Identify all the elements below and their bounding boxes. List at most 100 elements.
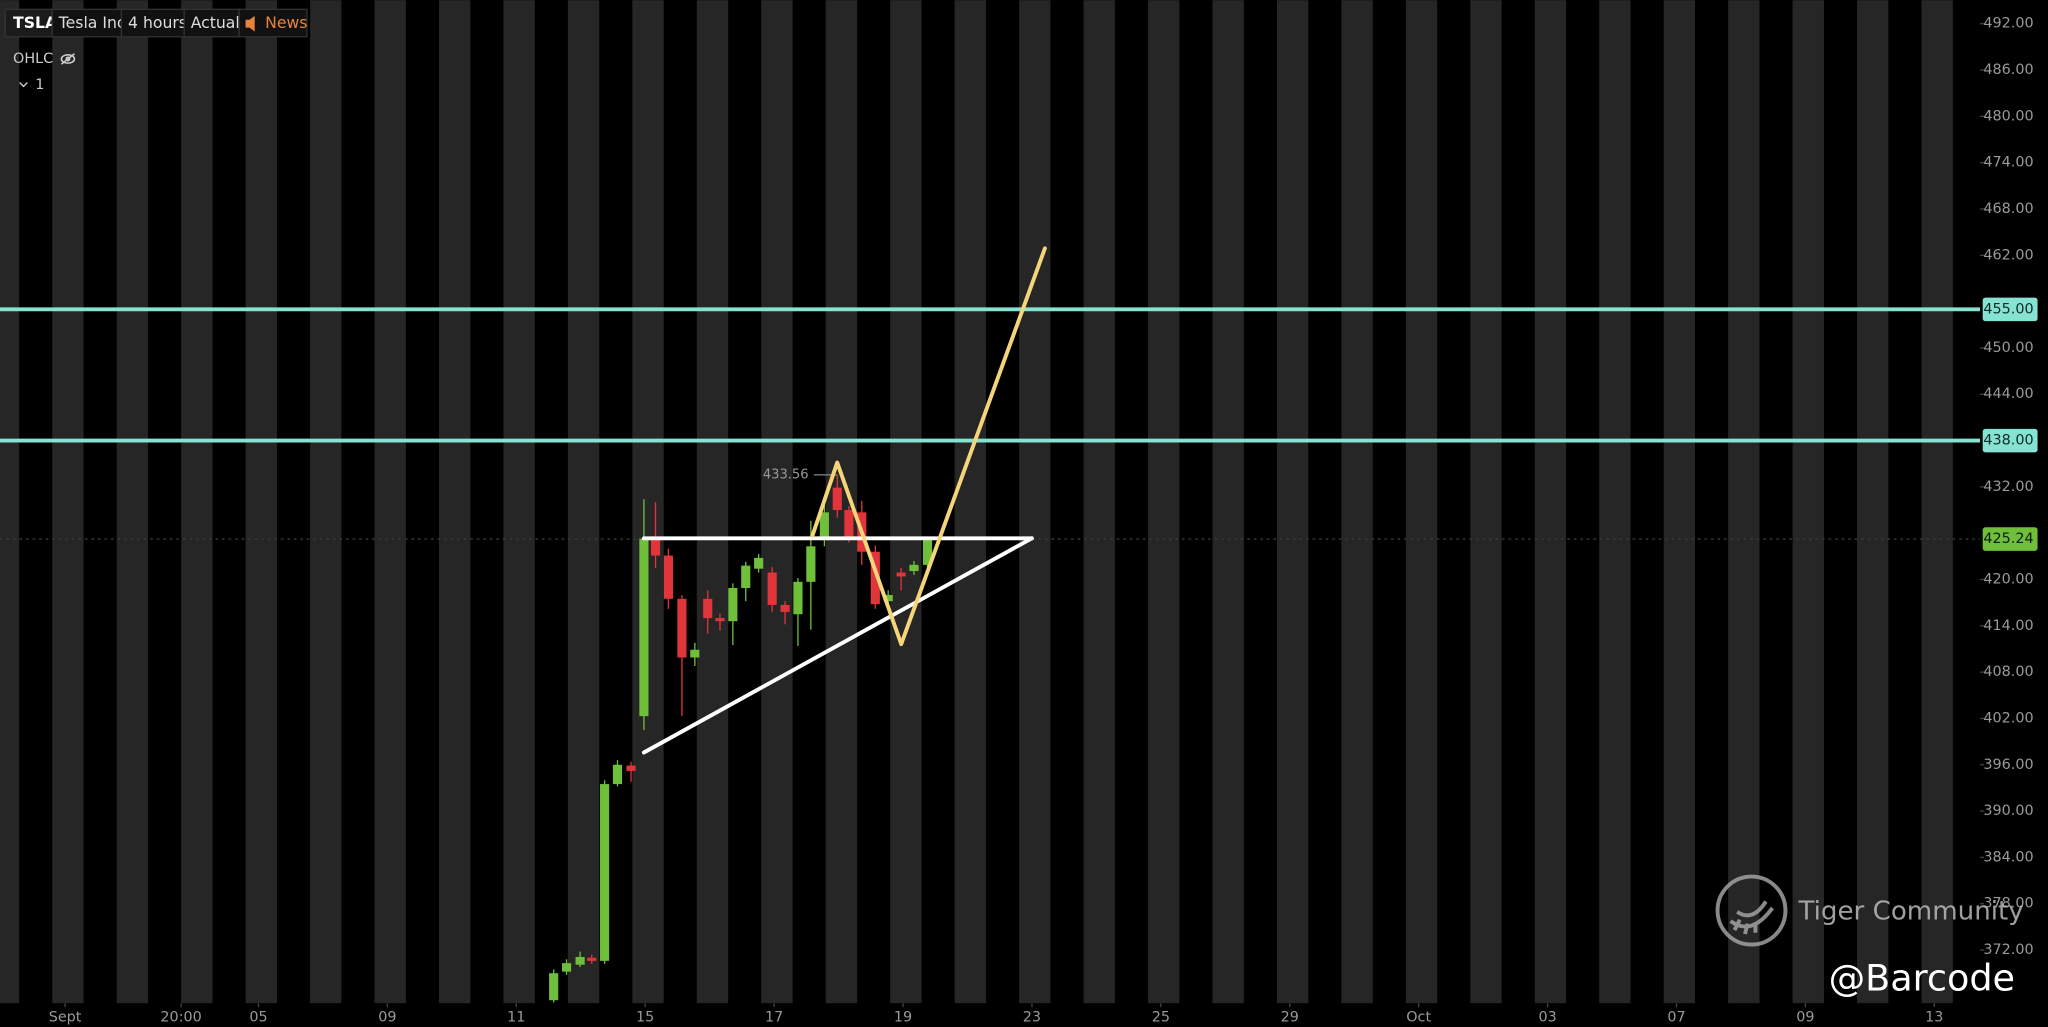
session-stripes: [0, 0, 1953, 1004]
last-price-label: 425.24: [1983, 531, 2033, 547]
x-tick-label: Oct: [1406, 1010, 1431, 1026]
stripe: [890, 0, 922, 1004]
stripe: [1921, 0, 1953, 1004]
watermark-logo-mark: [1729, 900, 1774, 935]
news-icon: [245, 15, 255, 32]
x-tick-label: 29: [1281, 1010, 1299, 1026]
y-tick-label: 384.00: [1983, 849, 2033, 865]
stripe: [245, 0, 277, 1004]
candle-body: [690, 649, 700, 658]
company-name: Tesla Inc: [58, 13, 126, 32]
stripe: [310, 0, 342, 1004]
candle-body: [703, 598, 713, 619]
candle-body: [806, 546, 816, 582]
stripe: [503, 0, 535, 1004]
candle-body: [728, 588, 738, 622]
mode-box[interactable]: [183, 8, 240, 38]
watermark: Tiger Community @Barcode: [1715, 874, 2024, 999]
candle-body: [561, 963, 572, 972]
x-tick-label: 11: [507, 1010, 525, 1026]
stripe: [52, 0, 84, 1004]
stripe: [1083, 0, 1115, 1004]
candle-body: [650, 538, 661, 556]
candle-body: [819, 512, 829, 541]
stripe: [632, 0, 664, 1004]
y-tick-label: 468.00: [1983, 201, 2033, 217]
drawings: [641, 246, 1047, 755]
candle-body: [575, 956, 585, 965]
y-tick-label: 450.00: [1983, 340, 2033, 356]
y-tick-label: 432.00: [1983, 479, 2033, 495]
header: TSLA Tesla Inc 4 hours Actual News OHLC …: [4, 8, 308, 93]
stripe: [116, 0, 149, 1004]
x-tick-label: 17: [765, 1010, 783, 1026]
y-tick-label: 486.00: [1983, 62, 2033, 78]
y-tick-label: 390.00: [1983, 803, 2033, 819]
high-label: 433.56: [763, 467, 809, 482]
news[interactable]: News: [265, 13, 307, 32]
candle-body: [832, 487, 842, 511]
symbol[interactable]: TSLA: [13, 13, 58, 32]
x-tick-label: 15: [636, 1010, 654, 1026]
y-tick-label: 420.00: [1983, 572, 2033, 588]
candle-body: [587, 957, 597, 961]
triangle-bottom: [641, 536, 1034, 755]
interval-box[interactable]: [120, 8, 185, 38]
y-tick-label: 474.00: [1983, 155, 2033, 171]
stripe: [1148, 0, 1180, 1004]
stripe: [761, 0, 793, 1004]
indicator: OHLC: [13, 51, 53, 67]
y-tick-label: 462.00: [1983, 247, 2033, 263]
stripe: [0, 0, 12, 1004]
stripe: [954, 0, 986, 1004]
x-tick-label: 07: [1667, 1010, 1685, 1026]
candle-body: [612, 764, 623, 785]
candle-body: [754, 557, 764, 569]
x-tick-label: 13: [1925, 1010, 1943, 1026]
level-label: 438.00: [1983, 433, 2033, 449]
stripe: [1663, 0, 1696, 1004]
x-tick-label: 09: [1796, 1010, 1814, 1026]
y-tick-label: 372.00: [1983, 942, 2033, 958]
candle-body: [549, 973, 559, 1001]
eye-icon[interactable]: [60, 53, 76, 65]
symbol-box[interactable]: [4, 8, 53, 38]
stripe: [374, 0, 406, 1004]
candle-body: [870, 551, 880, 605]
stripe: [181, 0, 213, 1004]
stripe: [1534, 0, 1567, 1004]
stripe: [567, 0, 600, 1004]
y-tick-label: 378.00: [1983, 896, 2033, 912]
interval[interactable]: 4 hours: [128, 13, 187, 32]
candle-body: [909, 564, 919, 572]
x-tick-label: 25: [1152, 1010, 1170, 1026]
stripe: [696, 0, 729, 1004]
level-label-box: [1982, 428, 2038, 453]
x-tick-label: Sept: [49, 1010, 82, 1026]
x-tick-label: 20:00: [160, 1010, 201, 1026]
time-axis-bg: [0, 1003, 2048, 1027]
y-tick-label: 402.00: [1983, 710, 2033, 726]
candle-body: [780, 604, 790, 612]
pane-count: 1: [35, 77, 44, 93]
y-tick-label: 480.00: [1983, 108, 2033, 124]
stripe: [1857, 0, 1889, 1004]
candle-body: [767, 572, 777, 605]
x-tick-label: 09: [378, 1010, 396, 1026]
candle-body: [793, 581, 803, 615]
watermark-author: @Barcode: [1829, 956, 2015, 999]
watermark-logo: [1715, 874, 1788, 947]
stripe: [1341, 0, 1373, 1004]
stripe: [1276, 0, 1309, 1004]
candle-body: [639, 538, 649, 717]
candle-body: [741, 565, 751, 589]
mode[interactable]: Actual: [191, 13, 240, 32]
candle-body: [677, 598, 687, 658]
collapse-icon[interactable]: [19, 82, 28, 88]
name-box: [51, 8, 123, 38]
y-tick-label: 492.00: [1983, 16, 2033, 32]
last-price-box: [1982, 527, 2038, 551]
price-levels: [0, 307, 1981, 540]
x-tick-label: 23: [1023, 1010, 1041, 1026]
